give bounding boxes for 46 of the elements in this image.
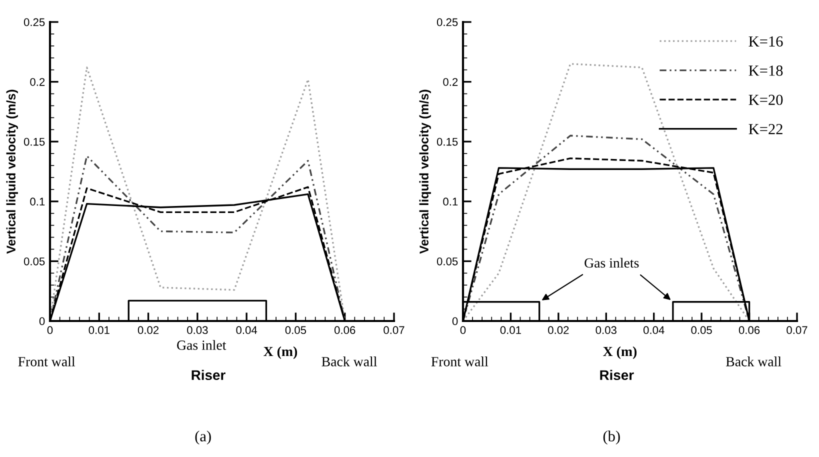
x-tick-label: 0.03 <box>187 326 208 334</box>
x-tick-label: 0.05 <box>691 326 712 334</box>
y-axis-title: Vertical liquid velocity (m/s) <box>419 90 431 254</box>
y-tick-label: 0.1 <box>30 198 45 206</box>
x-tick-label: 0 <box>47 326 53 334</box>
x-tick-label: 0.03 <box>596 326 616 334</box>
y-tick-label: 0.25 <box>24 18 45 26</box>
legend-label: K=20 <box>748 94 783 106</box>
x-tick-label: 0.06 <box>334 326 356 334</box>
x-tick-label: 0.05 <box>285 326 306 334</box>
x-tick-label: 0.02 <box>548 326 569 334</box>
y-tick-label: 0 <box>39 317 45 326</box>
text: Back wall <box>322 356 377 366</box>
x-tick-label: 0.04 <box>643 326 664 334</box>
annotation: Gas inlets <box>584 258 639 268</box>
y-tick-label: 0.15 <box>24 138 45 146</box>
y-tick-label: 0.1 <box>443 198 458 206</box>
text: (a) <box>195 430 211 445</box>
y-tick-label: 0.25 <box>436 18 458 26</box>
y-axis-title: Vertical liquid velocity (m/s) <box>6 90 18 254</box>
y-tick-label: 0.2 <box>30 78 45 86</box>
x-tick-label: 0.04 <box>236 326 258 334</box>
legend-label: K=22 <box>748 124 782 134</box>
y-tick-label: 0.05 <box>24 257 45 266</box>
x-axis-title: X (m) <box>264 346 298 360</box>
x-tick-label: 0.02 <box>138 326 159 334</box>
y-tick-label: 0.15 <box>436 138 458 146</box>
x-axis-title: X (m) <box>603 346 637 360</box>
text: Riser <box>600 370 634 380</box>
text: Gas inlet <box>177 340 226 350</box>
y-tick-label: 0 <box>452 317 458 326</box>
x-tick-label: 0.06 <box>738 326 760 334</box>
y-tick-label: 0.05 <box>436 257 458 266</box>
legend-label: K=18 <box>748 66 783 76</box>
text: (b) <box>603 430 620 445</box>
text: Front wall <box>431 356 488 366</box>
x-tick-label: 0.07 <box>786 326 808 334</box>
text: Riser <box>192 370 226 380</box>
x-tick-label: 0.07 <box>384 326 404 334</box>
y-tick-label: 0.2 <box>443 78 458 86</box>
x-tick-label: 0.01 <box>88 326 110 334</box>
text: Front wall <box>18 356 76 366</box>
legend-label: K=16 <box>748 36 783 47</box>
x-tick-label: 0 <box>460 326 466 334</box>
text: Back wall <box>726 356 782 366</box>
x-tick-label: 0.01 <box>500 326 521 334</box>
